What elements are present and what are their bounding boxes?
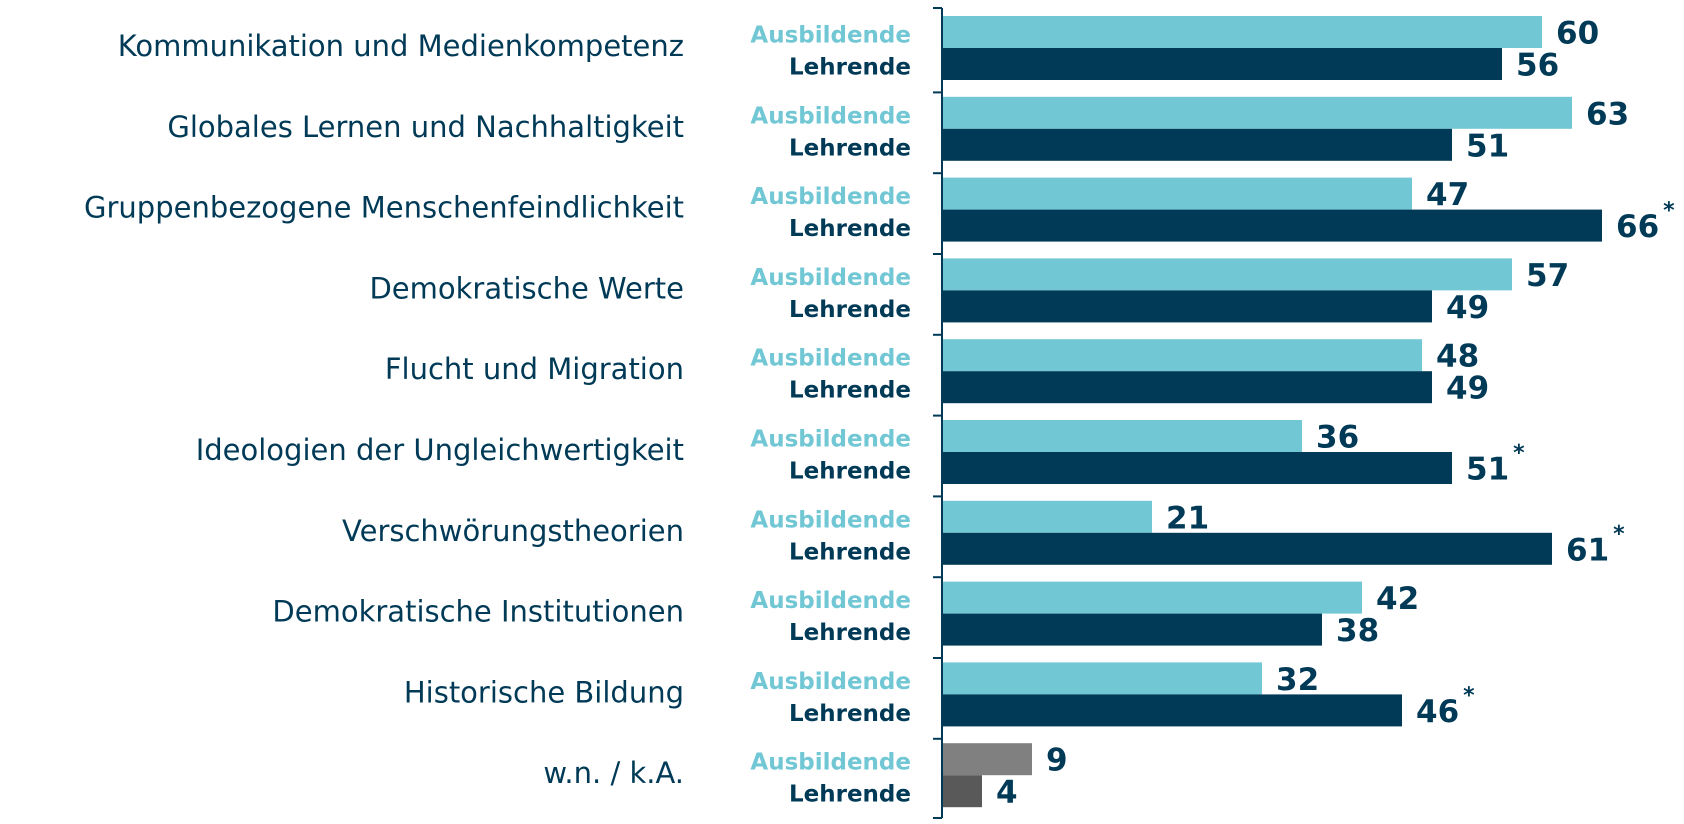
- category-label: Verschwörungstheorien: [342, 514, 684, 548]
- category-label: Demokratische Werte: [369, 271, 684, 305]
- bar: [942, 128, 1452, 161]
- series-label: Lehrende: [789, 378, 911, 404]
- value-label: 48: [1436, 339, 1479, 375]
- bar: [942, 662, 1262, 695]
- series-label: Ausbildende: [750, 750, 911, 776]
- bar: [942, 694, 1402, 727]
- significance-marker: *: [1613, 522, 1625, 547]
- series-label: Lehrende: [789, 620, 911, 646]
- series-label: Ausbildende: [750, 23, 911, 49]
- series-label: Ausbildende: [750, 184, 911, 210]
- series-label: Ausbildende: [750, 507, 911, 533]
- bar: [942, 16, 1542, 48]
- category-label: Gruppenbezogene Menschenfeindlichkeit: [84, 191, 684, 225]
- series-label: Lehrende: [789, 297, 911, 323]
- value-label: 42: [1376, 581, 1419, 617]
- bar: [942, 420, 1302, 452]
- value-label: 21: [1166, 500, 1209, 536]
- value-label: 46: [1416, 694, 1459, 730]
- category-label: Kommunikation und Medienkompetenz: [118, 29, 684, 63]
- bar: [942, 581, 1362, 614]
- significance-marker: *: [1663, 199, 1675, 224]
- bar: [942, 500, 1152, 533]
- value-label: 38: [1336, 613, 1379, 649]
- value-label: 32: [1276, 662, 1319, 698]
- value-label: 63: [1586, 96, 1629, 132]
- value-label: 36: [1316, 420, 1359, 456]
- value-label: 51: [1466, 452, 1509, 488]
- value-label: 47: [1426, 177, 1469, 213]
- value-label: 61: [1566, 532, 1609, 568]
- category-label: Flucht und Migration: [385, 352, 684, 386]
- series-label: Ausbildende: [750, 346, 911, 372]
- bar: [942, 96, 1572, 129]
- series-label: Ausbildende: [750, 103, 911, 129]
- series-label: Ausbildende: [750, 588, 911, 614]
- bar: [942, 613, 1322, 646]
- value-label: 9: [1046, 743, 1068, 779]
- series-label: Ausbildende: [750, 427, 911, 453]
- series-label: Lehrende: [789, 701, 911, 727]
- value-label: 49: [1446, 371, 1489, 407]
- category-label: w.n. / k.A.: [543, 756, 684, 790]
- series-label: Lehrende: [789, 782, 911, 808]
- series-label: Lehrende: [789, 135, 911, 161]
- bar: [942, 258, 1512, 291]
- bar: [942, 290, 1432, 323]
- bar: [942, 177, 1412, 210]
- value-label: 60: [1556, 16, 1599, 52]
- value-label: 51: [1466, 128, 1509, 164]
- series-label: Ausbildende: [750, 669, 911, 695]
- bar: [942, 209, 1602, 242]
- category-label: Globales Lernen und Nachhaltigkeit: [167, 110, 684, 144]
- series-label: Ausbildende: [750, 265, 911, 291]
- series-label: Lehrende: [789, 216, 911, 242]
- category-label: Demokratische Institutionen: [272, 595, 684, 629]
- bar: [942, 339, 1422, 372]
- value-label: 4: [996, 775, 1018, 811]
- category-label: Historische Bildung: [404, 675, 684, 709]
- bar: [942, 532, 1552, 565]
- value-label: 57: [1526, 258, 1569, 294]
- value-label: 56: [1516, 48, 1559, 84]
- bar: [942, 371, 1432, 404]
- bar: [942, 452, 1452, 484]
- value-label: 49: [1446, 290, 1489, 326]
- significance-marker: *: [1463, 683, 1475, 708]
- series-label: Lehrende: [789, 55, 911, 81]
- value-label: 66: [1616, 209, 1659, 245]
- bar: [942, 775, 982, 808]
- category-label: Ideologien der Ungleichwertigkeit: [196, 433, 684, 467]
- bar: [942, 48, 1502, 80]
- significance-marker: *: [1513, 441, 1525, 466]
- series-label: Lehrende: [789, 539, 911, 565]
- bar: [942, 743, 1032, 776]
- series-label: Lehrende: [789, 459, 911, 485]
